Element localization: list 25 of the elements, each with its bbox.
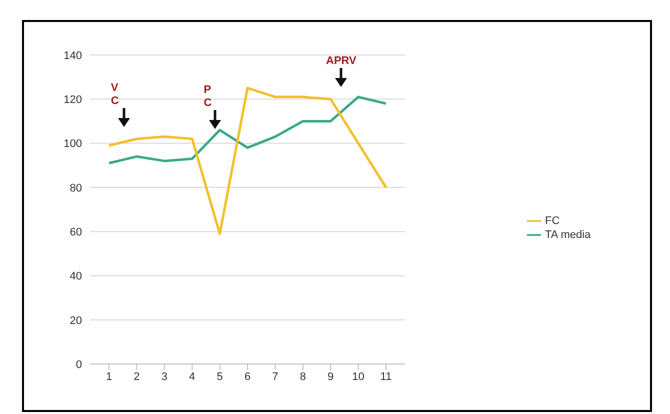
y-tick-label: 20 bbox=[70, 314, 82, 327]
x-tick-label: 1 bbox=[106, 370, 112, 383]
x-tick-label: 2 bbox=[134, 370, 140, 383]
y-tick-label: 100 bbox=[64, 138, 82, 150]
y-tick-label: 140 bbox=[64, 50, 82, 62]
x-tick-label: 3 bbox=[161, 370, 168, 383]
y-tick-label: 0 bbox=[76, 358, 82, 371]
x-tick-label: 9 bbox=[328, 370, 334, 383]
y-tick-label: 60 bbox=[70, 226, 82, 238]
x-tick-label: 4 bbox=[189, 370, 196, 383]
x-tick-label: 10 bbox=[352, 370, 364, 383]
x-tick-label: 11 bbox=[380, 370, 392, 383]
x-tick-label: 7 bbox=[272, 370, 278, 383]
x-tick-label: 5 bbox=[216, 370, 223, 383]
y-tick-label: 80 bbox=[70, 182, 82, 194]
annotation: V C bbox=[110, 82, 120, 108]
annotation: P C bbox=[204, 84, 213, 110]
x-tick-label: 8 bbox=[300, 370, 306, 383]
y-tick-label: 40 bbox=[70, 270, 82, 283]
legend-label: TA media bbox=[545, 228, 591, 241]
x-tick-label: 6 bbox=[244, 370, 251, 383]
legend-label: FC bbox=[545, 214, 560, 227]
line-series bbox=[108, 96, 388, 164]
y-tick-label: 120 bbox=[64, 94, 82, 106]
annotation: APRV bbox=[325, 54, 358, 68]
